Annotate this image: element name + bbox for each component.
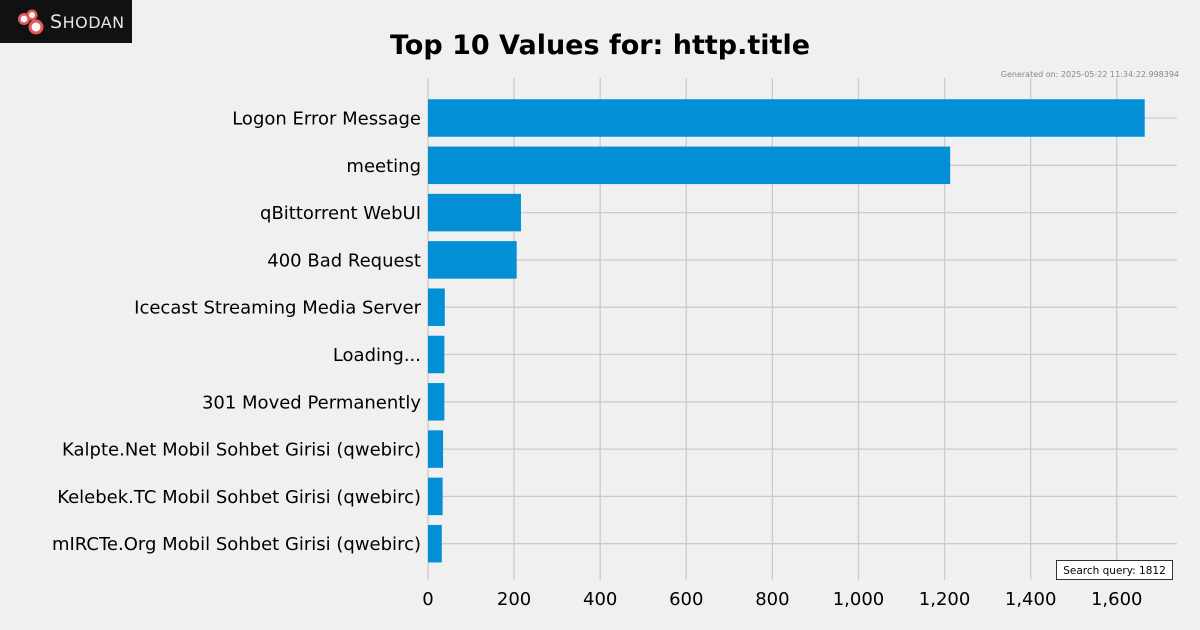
- x-tick-label: 800: [755, 589, 789, 610]
- x-tick-label: 400: [583, 589, 617, 610]
- bar: [428, 99, 1145, 137]
- category-label: 400 Bad Request: [267, 250, 421, 271]
- chart-title: Top 10 Values for: http.title: [390, 30, 810, 61]
- x-tick-label: 1,000: [833, 589, 885, 610]
- category-labels: Logon Error Message meeting qBittorrent We…: [52, 109, 422, 556]
- category-label: Kalpte.Net Mobil Sohbet Girisi (qwebirc): [62, 440, 421, 461]
- category-label: mIRCTe.Org Mobil Sohbet Girisi (qwebirc): [52, 534, 421, 555]
- bars: [428, 99, 1145, 563]
- logo-wordmark-initial: S: [50, 11, 63, 33]
- logo-wordmark-rest: HODAN: [62, 13, 125, 32]
- logo-wordmark: SHODAN: [50, 11, 125, 33]
- shodan-logo-icon: [18, 9, 44, 35]
- bar: [428, 146, 951, 185]
- category-label: Icecast Streaming Media Server: [134, 298, 421, 319]
- bar: [428, 193, 521, 232]
- bar: [428, 288, 445, 326]
- bar: [428, 430, 444, 468]
- category-label: Loading...: [333, 345, 421, 366]
- category-label: qBittorrent WebUI: [260, 203, 421, 224]
- category-label: Kelebek.TC Mobil Sohbet Girisi (qwebirc): [57, 487, 421, 508]
- x-tick-label: 1,600: [1091, 589, 1143, 610]
- shodan-logo: SHODAN: [0, 0, 132, 43]
- category-label: 301 Moved Permanently: [202, 392, 421, 413]
- x-tick-label: 1,400: [1005, 589, 1057, 610]
- bar: [428, 477, 443, 516]
- x-tick-label: 1,200: [919, 589, 971, 610]
- x-tick-label: 200: [497, 589, 531, 610]
- category-label: meeting: [346, 156, 421, 177]
- x-tick-label: 600: [669, 589, 703, 610]
- search-query-box: Search query: 1812: [1056, 560, 1173, 580]
- x-tick-labels: 0 200 400 600 800 1,000 1,200 1,400 1,600: [422, 589, 1142, 610]
- category-label: Logon Error Message: [232, 109, 421, 130]
- bar: [428, 524, 442, 563]
- generated-on-note: Generated on: 2025-05-22 11:34:22.998394: [1001, 70, 1179, 79]
- bar: [428, 241, 517, 279]
- bar: [428, 335, 445, 374]
- search-query-label: Search query: 1812: [1063, 565, 1166, 577]
- x-tick-label: 0: [422, 589, 433, 610]
- bar: [428, 383, 445, 421]
